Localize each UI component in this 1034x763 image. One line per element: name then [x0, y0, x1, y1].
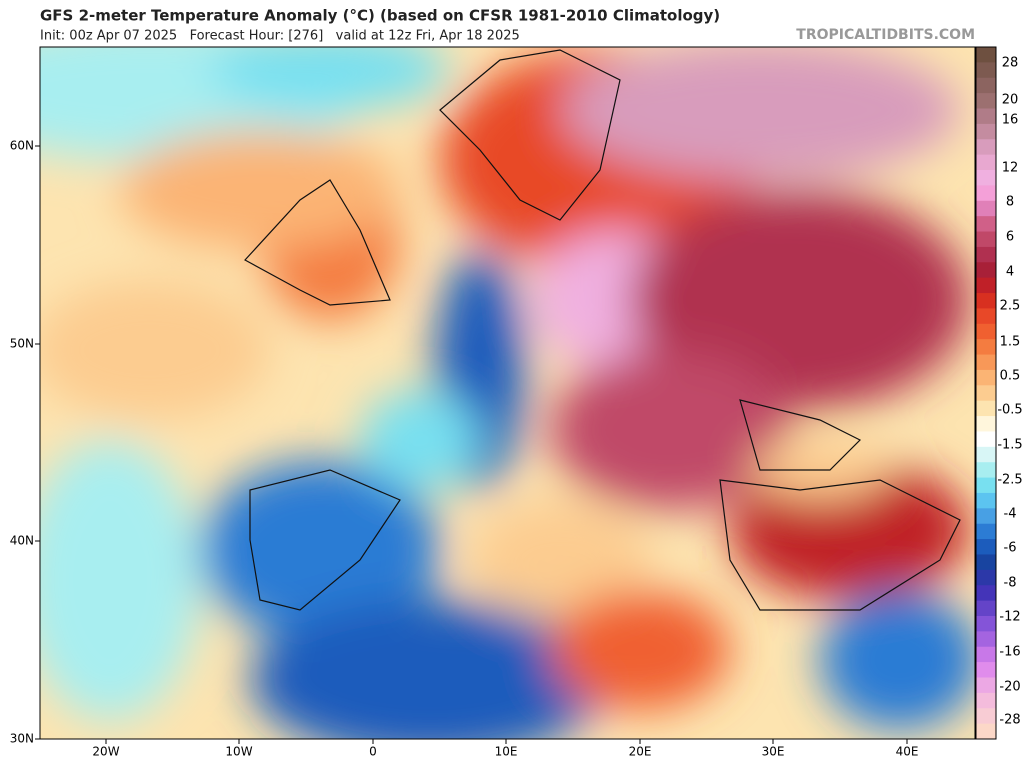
colorbar-label: 12 [1002, 161, 1019, 176]
lon-label: 40E [896, 745, 919, 759]
colorbar-segment [976, 400, 996, 417]
brand: TROPICALTIDBITS.COM [796, 27, 975, 43]
colorbar-label: 28 [1002, 56, 1019, 71]
colorbar-segment [976, 323, 996, 340]
colorbar-segment [976, 631, 996, 648]
colorbar-label: 2.5 [1000, 299, 1021, 314]
lon-label: 20E [629, 745, 652, 759]
colorbar-segment [976, 277, 996, 294]
title: GFS 2-meter Temperature Anomaly (°C) (ba… [40, 7, 720, 25]
colorbar-segment [976, 492, 996, 509]
colorbar-segment [976, 662, 996, 678]
colorbar-segment [976, 508, 996, 525]
colorbar-segment [976, 369, 996, 386]
lat-label: 60N [10, 139, 34, 153]
colorbar-label: -28 [999, 713, 1020, 728]
colorbar-segment [976, 677, 996, 694]
colorbar-segment [976, 185, 996, 202]
colorbar-segment [976, 262, 996, 279]
colorbar-segment [976, 585, 996, 602]
colorbar-segment [976, 77, 996, 94]
colorbar-segment [976, 47, 996, 63]
colorbar-segment [976, 200, 996, 217]
map-frame [39, 46, 976, 740]
colorbar-segment [976, 139, 996, 156]
colorbar-label: -6 [1004, 541, 1017, 556]
colorbar-segment [976, 708, 996, 725]
colorbar-segment [976, 108, 996, 125]
colorbar-label: 8 [1006, 195, 1014, 210]
lon-label: 10E [495, 745, 518, 759]
lon-label: 20W [92, 745, 119, 759]
colorbar-segment [976, 615, 996, 632]
colorbar-segment [976, 554, 996, 571]
colorbar-label: -12 [999, 610, 1020, 625]
colorbar-segment [976, 523, 996, 540]
anomaly-field [40, 47, 975, 739]
colorbar-segment [976, 231, 996, 248]
colorbar-segment [976, 385, 996, 402]
colorbar-label: 16 [1002, 113, 1019, 128]
colorbar-segment [976, 170, 996, 186]
colorbar-segment [976, 62, 996, 79]
subtitle: Init: 00z Apr 07 2025 Forecast Hour: [27… [40, 29, 520, 44]
colorbar-frame [975, 46, 997, 740]
lat-label: 50N [10, 337, 34, 351]
colorbar-label: -16 [999, 645, 1020, 660]
colorbar-segment [976, 431, 996, 448]
lon-label: 30E [762, 745, 785, 759]
colorbar-segment [976, 539, 996, 555]
colorbar-label: 4 [1006, 265, 1014, 280]
colorbar-segment [976, 154, 996, 171]
colorbar-segment [976, 416, 996, 432]
colorbar-label: 0.5 [1000, 369, 1021, 384]
colorbar-segment [976, 339, 996, 356]
colorbar-label: -20 [999, 680, 1020, 695]
colorbar-segment [976, 462, 996, 479]
colorbar-label: -4 [1004, 507, 1017, 522]
colorbar-segment [976, 723, 996, 740]
colorbar-label: -1.5 [997, 438, 1022, 453]
colorbar-segment [976, 646, 996, 663]
lon-label: 0 [369, 745, 377, 759]
colorbar-label: -2.5 [997, 473, 1022, 488]
colorbar-segment [976, 354, 996, 371]
colorbar-segment [976, 216, 996, 233]
colorbar-label: -8 [1004, 576, 1017, 591]
lon-label: 10W [225, 745, 252, 759]
colorbar-segment [976, 123, 996, 140]
colorbar-segment [976, 93, 996, 110]
lat-label: 40N [10, 534, 34, 548]
colorbar-segment [976, 569, 996, 586]
colorbar-label: -0.5 [997, 403, 1022, 418]
lat-label: 30N [10, 732, 34, 746]
colorbar-segment [976, 446, 996, 463]
colorbar-segment [976, 477, 996, 494]
colorbar-segment [976, 293, 996, 309]
colorbar-segment [976, 308, 996, 325]
colorbar-segment [976, 692, 996, 709]
colorbar-label: 1.5 [1000, 335, 1021, 350]
colorbar-label: 6 [1006, 230, 1014, 245]
colorbar-segment [976, 246, 996, 263]
colorbar-label: 20 [1002, 93, 1019, 108]
colorbar-segment [976, 600, 996, 617]
